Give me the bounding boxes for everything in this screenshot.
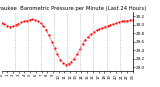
Title: Milwaukee  Barometric Pressure per Minute (Last 24 Hours): Milwaukee Barometric Pressure per Minute… (0, 6, 146, 11)
